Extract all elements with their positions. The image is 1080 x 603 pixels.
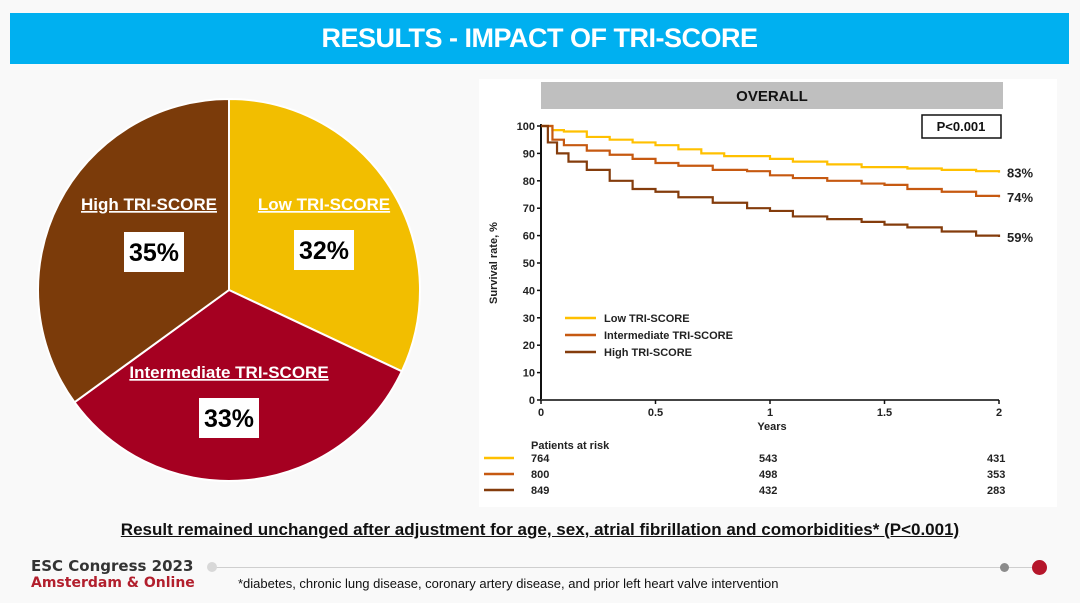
adjustment-note: Result remained unchanged after adjustme… (120, 520, 960, 539)
x-tick-label: 2 (996, 407, 1002, 419)
title-bar: RESULTS - IMPACT OF TRI-SCORE (10, 13, 1069, 64)
pie-label: High TRI-SCORE (81, 195, 217, 214)
y-tick-label: 90 (523, 148, 535, 160)
y-tick-label: 0 (529, 395, 535, 407)
congress-location: Amsterdam & Online (31, 575, 195, 591)
pie-value-box (199, 398, 259, 438)
pie-value-box (124, 232, 184, 272)
y-tick-label: 40 (523, 285, 535, 297)
survival-curve-intermediate-tri-score (541, 124, 1001, 198)
comorbidities-footnote: *diabetes, chronic lung disease, coronar… (238, 576, 779, 591)
pie-value-label: 32% (299, 237, 349, 265)
legend-label: Low TRI-SCORE (604, 313, 690, 325)
chart-title-band (541, 82, 1003, 109)
congress-name: ESC Congress 2023 (31, 557, 194, 575)
pie-value-label: 33% (204, 405, 254, 433)
end-value-label: 83% (1007, 166, 1033, 181)
pie-label: Low TRI-SCORE (258, 195, 390, 214)
x-axis-label: Years (757, 421, 786, 433)
x-tick-label: 0 (538, 407, 544, 419)
risk-table-title: Patients at risk (531, 440, 610, 452)
y-tick-label: 10 (523, 368, 535, 380)
end-value-label: 74% (1007, 190, 1033, 205)
p-value-label: P<0.001 (937, 119, 986, 134)
risk-table-cell: 283 (987, 485, 1005, 497)
footer-dot-red (1032, 560, 1047, 575)
footer-dot-grey (1000, 563, 1009, 572)
risk-table-cell: 353 (987, 469, 1005, 481)
risk-table-cell: 800 (531, 469, 549, 481)
end-value-label: 59% (1007, 230, 1033, 245)
p-value-box (921, 114, 1002, 139)
chart-title: OVERALL (736, 88, 808, 105)
y-tick-label: 100 (517, 121, 535, 133)
risk-table-cell: 432 (759, 485, 777, 497)
x-tick-label: 0.5 (648, 407, 663, 419)
y-tick-label: 20 (523, 340, 535, 352)
risk-table-cell: 498 (759, 469, 777, 481)
pie-slice-intermediate-tri-score (73, 288, 404, 482)
footer-divider (212, 567, 1042, 568)
survival-curve-low-tri-score (541, 124, 1001, 173)
legend-label: High TRI-SCORE (604, 347, 692, 359)
y-tick-label: 50 (523, 258, 535, 270)
pie-value-box (294, 230, 354, 270)
pie-value-label: 35% (129, 239, 179, 267)
y-tick-label: 70 (523, 203, 535, 215)
risk-table-cell: 849 (531, 485, 549, 497)
risk-table-cell: 431 (987, 453, 1005, 465)
y-axis-label: Survival rate, % (488, 222, 500, 304)
km-panel: OVERALL P<0.001 0 10 20 30 40 50 60 70 80 90 100 0 0.5… (479, 79, 1057, 507)
survival-chart: OVERALL P<0.001 0 10 20 30 40 50 60 70 80 90 100 0 0.5… (484, 82, 1033, 497)
y-tick-label: 60 (523, 231, 535, 243)
page-title: RESULTS - IMPACT OF TRI-SCORE (321, 23, 758, 53)
pie-label: Intermediate TRI-SCORE (129, 363, 328, 382)
legend-label: Intermediate TRI-SCORE (604, 330, 733, 342)
footer-dot-left (207, 562, 217, 572)
risk-table-cell: 543 (759, 453, 777, 465)
x-tick-label: 1.5 (877, 407, 892, 419)
x-tick-label: 1 (767, 407, 773, 419)
survival-curve-high-tri-score (541, 124, 1001, 237)
risk-table-cell: 764 (531, 453, 550, 465)
pie-chart: Low TRI-SCORE 32% Intermediate TRI-SCORE 33… (37, 97, 421, 482)
y-tick-label: 30 (523, 313, 535, 325)
y-tick-label: 80 (523, 176, 535, 188)
